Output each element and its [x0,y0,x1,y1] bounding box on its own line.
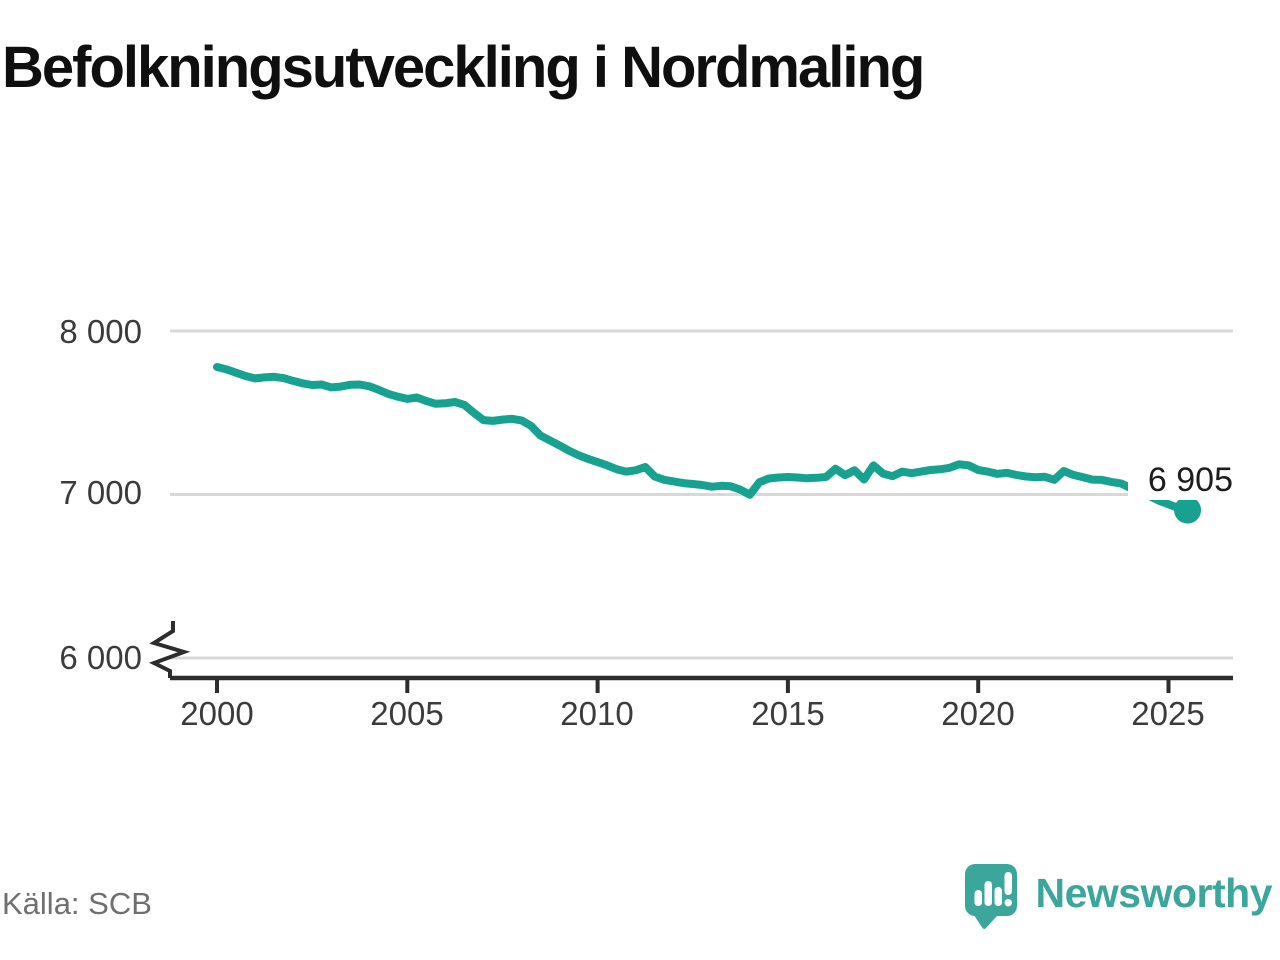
y-tick-label-8000: 8 000 [59,313,142,350]
y-tick-label-6000: 6 000 [59,639,142,676]
newsworthy-speech-bubble-bar-chart-icon [964,864,1017,929]
x-tick-label-2005: 2005 [370,695,444,732]
source-caption: Källa: SCB [2,886,152,921]
chart-title: Befolkningsutveckling i Nordmaling [2,35,925,100]
x-tick-label-2000: 2000 [180,695,254,732]
last-point-marker [1174,496,1202,524]
population-line [213,363,1192,514]
newsworthy-wordmark: Newsworthy [1035,869,1273,916]
y-axis-break-icon [148,621,191,678]
newsworthy-logo[interactable]: Newsworthy [962,860,1273,932]
last-value-annotation: 6 905 [1128,460,1234,500]
x-tick-label-2015: 2015 [751,695,825,732]
x-tick-label-2010: 2010 [560,695,634,732]
y-tick-label-7000: 7 000 [59,474,142,511]
x-tick-label-2020: 2020 [941,695,1015,732]
x-tick-label-2025: 2025 [1131,695,1205,732]
